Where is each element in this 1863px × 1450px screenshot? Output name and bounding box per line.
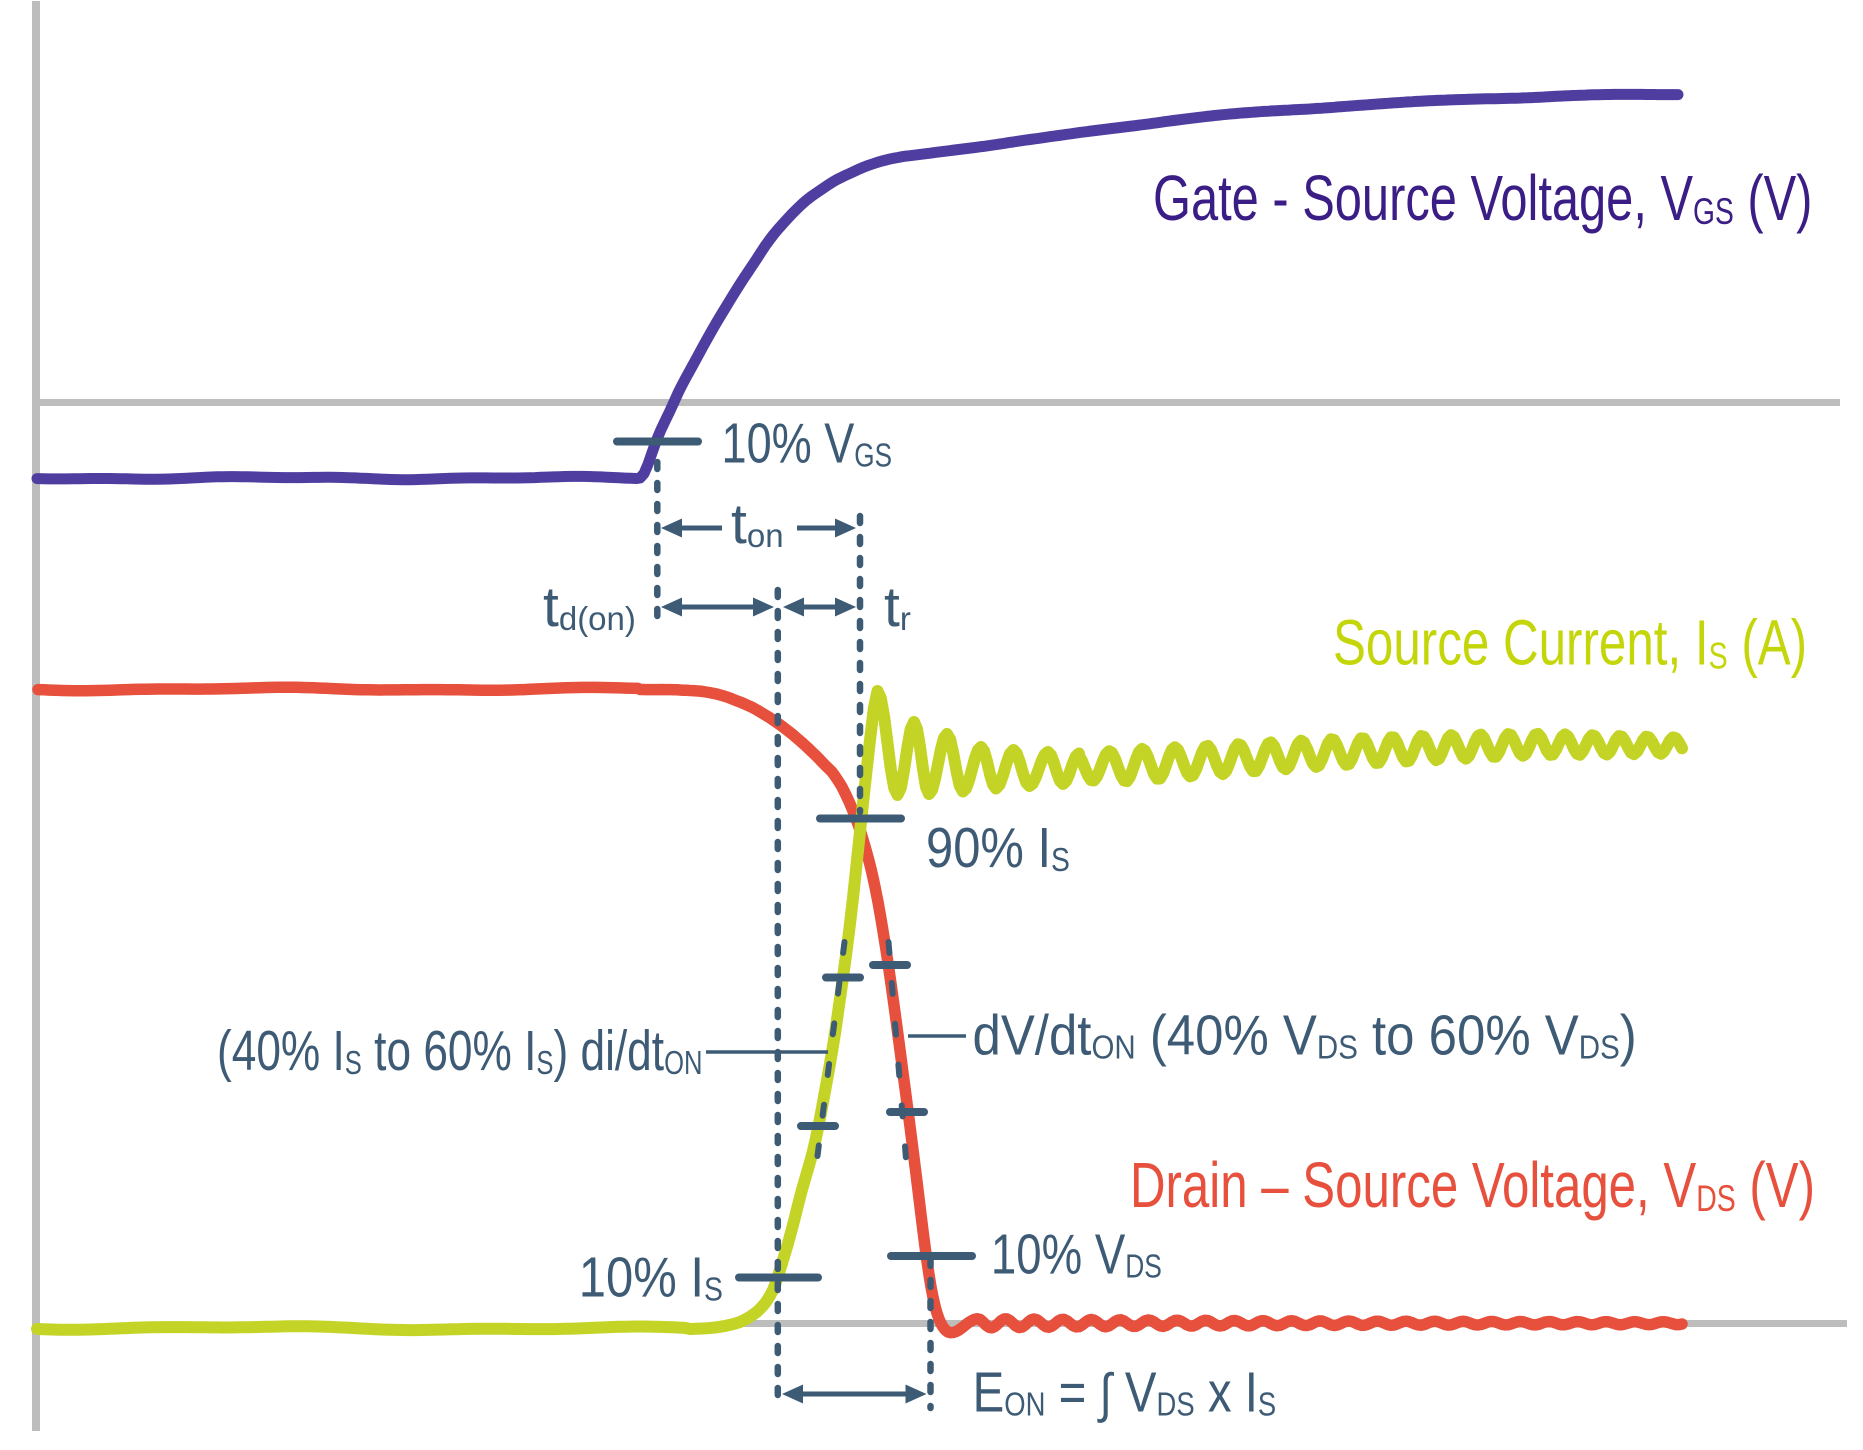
svg-text:90% IS​: 90% IS​ (926, 817, 1070, 880)
svg-text:dV/dtON​ (40% VDS​ to 60% VDS​: dV/dtON​ (40% VDS​ to 60% VDS​) (973, 1004, 1637, 1067)
svg-text:10% IS​: 10% IS​ (579, 1246, 723, 1309)
svg-text:Source Current, IS​ (A): Source Current, IS​ (A) (1333, 607, 1807, 679)
svg-text:(40% IS​ to 60% IS​) di/dtON​: (40% IS​ to 60% IS​) di/dtON​ (217, 1019, 702, 1083)
